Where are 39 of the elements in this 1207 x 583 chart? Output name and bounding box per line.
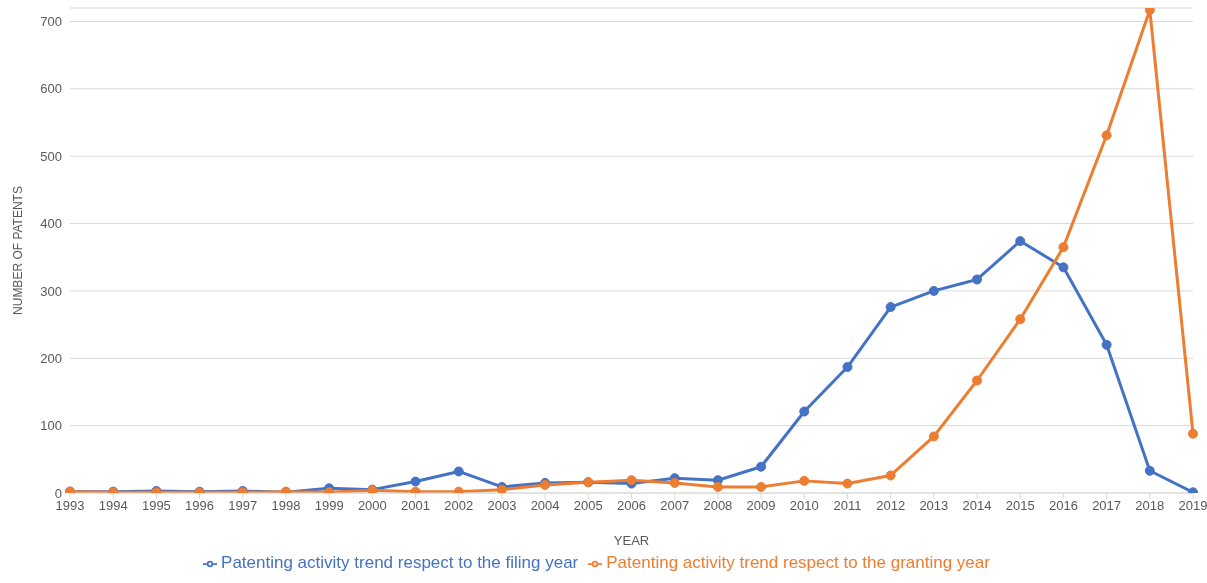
x-tick-label: 2012: [876, 498, 906, 514]
x-tick-label: 1997: [228, 498, 258, 514]
legend-label: Patenting activity trend respect to the filing year: [221, 553, 579, 572]
x-tick-label: 1995: [141, 498, 171, 514]
x-axis-title: YEAR: [613, 533, 650, 548]
x-tick-label: 2014: [962, 498, 992, 514]
x-tick-label: 2016: [1048, 498, 1078, 514]
x-tick-label: 1994: [98, 498, 128, 514]
x-tick-label: 2000: [357, 498, 387, 514]
x-tick-label: 2011: [833, 498, 862, 514]
x-tick-label: 2007: [660, 498, 690, 514]
y-tick-label: 200: [40, 350, 62, 366]
x-tick-label: 2009: [746, 498, 776, 514]
y-tick-label: 300: [40, 283, 62, 299]
x-tick-label: 2015: [1005, 498, 1035, 514]
x-tick-label: 1993: [55, 498, 85, 514]
x-tick-label: 2006: [617, 498, 646, 514]
x-tick-label: 2017: [1092, 498, 1122, 514]
x-tick-label: 1996: [185, 498, 215, 514]
x-tick-label: 2001: [401, 498, 430, 514]
y-tick-label: 700: [40, 14, 62, 30]
x-tick-label: 1999: [314, 498, 344, 514]
y-tick-label: 100: [40, 418, 62, 434]
x-tick-label: 2018: [1135, 498, 1165, 514]
y-tick-label: 600: [40, 81, 62, 97]
x-tick-label: 1998: [271, 498, 301, 514]
x-tick-label: 2013: [919, 498, 949, 514]
y-tick-label: 500: [40, 148, 62, 164]
y-tick-label: 400: [40, 216, 62, 232]
x-tick-label: 2005: [573, 498, 603, 514]
x-tick-label: 2002: [444, 498, 474, 514]
y-axis-title: NUMBER OF PATENTS: [11, 186, 26, 315]
x-tick-label: 2004: [530, 498, 560, 514]
x-tick-label: 2010: [789, 498, 819, 514]
x-tick-label: 2003: [487, 498, 517, 514]
x-tick-label: 2008: [703, 498, 733, 514]
x-tick-label: 2019: [1178, 498, 1207, 514]
legend-label: Patenting activity trend respect to the granting year: [606, 553, 990, 572]
y-tick-label: 0: [54, 485, 62, 501]
